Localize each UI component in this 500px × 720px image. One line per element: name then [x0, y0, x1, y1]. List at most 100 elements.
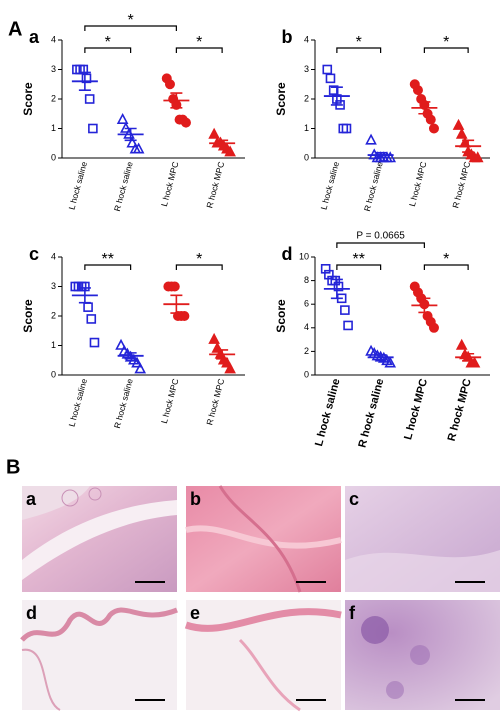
y-tick-label: 0: [304, 369, 309, 379]
significance-label: *: [196, 251, 202, 268]
significance-bracket: [423, 264, 469, 270]
significance-label: *: [105, 34, 111, 51]
x-tick-label: L hock saline: [67, 160, 89, 210]
y-tick-label: 0: [51, 369, 56, 379]
point: [333, 281, 344, 292]
histology-f: [345, 600, 500, 710]
point: [428, 322, 439, 333]
y-tick-label: 0: [51, 152, 56, 162]
point: [325, 73, 336, 84]
point: [134, 362, 147, 374]
sem-bar: [418, 101, 431, 115]
histology-c: [345, 486, 500, 592]
significance-label: **: [353, 251, 365, 268]
sem-bar: [462, 139, 475, 153]
panel-letter: a: [29, 27, 40, 47]
x-tick-label: R hock saline: [356, 377, 386, 449]
y-tick-label: 6: [304, 299, 309, 309]
significance-label: **: [102, 251, 114, 268]
panel-letter: c: [29, 244, 39, 264]
point: [384, 151, 397, 163]
y-axis-label: Score: [274, 299, 288, 333]
y-tick-label: 8: [304, 275, 309, 285]
point: [164, 79, 175, 90]
y-tick-label: 2: [51, 93, 56, 103]
image-label: c: [349, 489, 359, 509]
point: [132, 142, 145, 154]
histology-e: [184, 600, 342, 712]
significance-label: *: [128, 12, 134, 29]
image-label: e: [190, 603, 200, 623]
significance-bracket: [423, 47, 469, 53]
sem-bar: [330, 86, 343, 106]
panel-letter: d: [282, 244, 293, 264]
x-tick-label: R hock saline: [362, 160, 385, 212]
y-tick-label: 3: [304, 64, 309, 74]
point: [412, 85, 423, 96]
y-tick-label: 1: [304, 123, 309, 133]
y-axis-label: Score: [21, 82, 35, 116]
sem-bar: [462, 352, 475, 362]
point: [471, 151, 484, 163]
point: [81, 73, 92, 84]
sem-bar: [374, 354, 387, 361]
point: [340, 305, 350, 315]
significance-bracket: [84, 264, 132, 270]
point: [116, 112, 129, 124]
panel-letter: b: [282, 27, 293, 47]
significance-bracket: [175, 264, 223, 270]
sem-bar: [330, 278, 343, 300]
y-tick-label: 1: [51, 340, 56, 350]
x-tick-label: R hock saline: [112, 160, 135, 212]
significance-label: *: [443, 251, 449, 268]
point: [83, 302, 93, 312]
point: [86, 314, 97, 324]
panel-label: A: [8, 18, 22, 40]
significance-bracket: [336, 264, 382, 270]
histology-d: [20, 600, 178, 711]
point: [468, 356, 481, 368]
sem-bar: [170, 294, 183, 314]
image-label: f: [349, 603, 356, 623]
sem-bar: [124, 127, 137, 142]
significance-label: *: [196, 34, 202, 51]
histology-a: [22, 486, 177, 592]
y-tick-label: 4: [304, 34, 309, 44]
sem-bar: [78, 287, 91, 304]
point: [180, 117, 191, 128]
y-tick-label: 2: [51, 310, 56, 320]
point: [115, 338, 127, 350]
y-tick-label: 3: [51, 281, 56, 291]
x-tick-label: L hock MPC: [159, 161, 181, 208]
point: [179, 310, 190, 321]
significance-bracket: [84, 25, 177, 31]
y-tick-label: 4: [304, 322, 309, 332]
y-tick-label: 4: [51, 34, 56, 44]
image-label: b: [190, 489, 201, 509]
point: [224, 362, 236, 374]
point: [425, 114, 436, 125]
significance-bracket: [336, 242, 425, 248]
point: [343, 320, 353, 331]
point: [341, 123, 352, 134]
x-tick-label: R hock MPC: [446, 377, 474, 442]
significance-bracket: [336, 47, 382, 53]
y-tick-label: 1: [51, 123, 56, 133]
y-axis-label: Score: [274, 82, 288, 116]
point: [365, 133, 377, 145]
point: [224, 145, 236, 157]
significance-bracket: [84, 47, 132, 53]
y-axis-label: Score: [21, 299, 35, 333]
point: [84, 94, 95, 104]
image-label: a: [26, 489, 37, 509]
significance-label: *: [356, 34, 362, 51]
significance-bracket: [175, 47, 223, 53]
point: [126, 136, 139, 148]
sem-bar: [216, 139, 229, 147]
point: [384, 356, 397, 368]
point: [452, 118, 465, 130]
point: [169, 281, 180, 292]
x-tick-label: L hock saline: [67, 377, 89, 427]
